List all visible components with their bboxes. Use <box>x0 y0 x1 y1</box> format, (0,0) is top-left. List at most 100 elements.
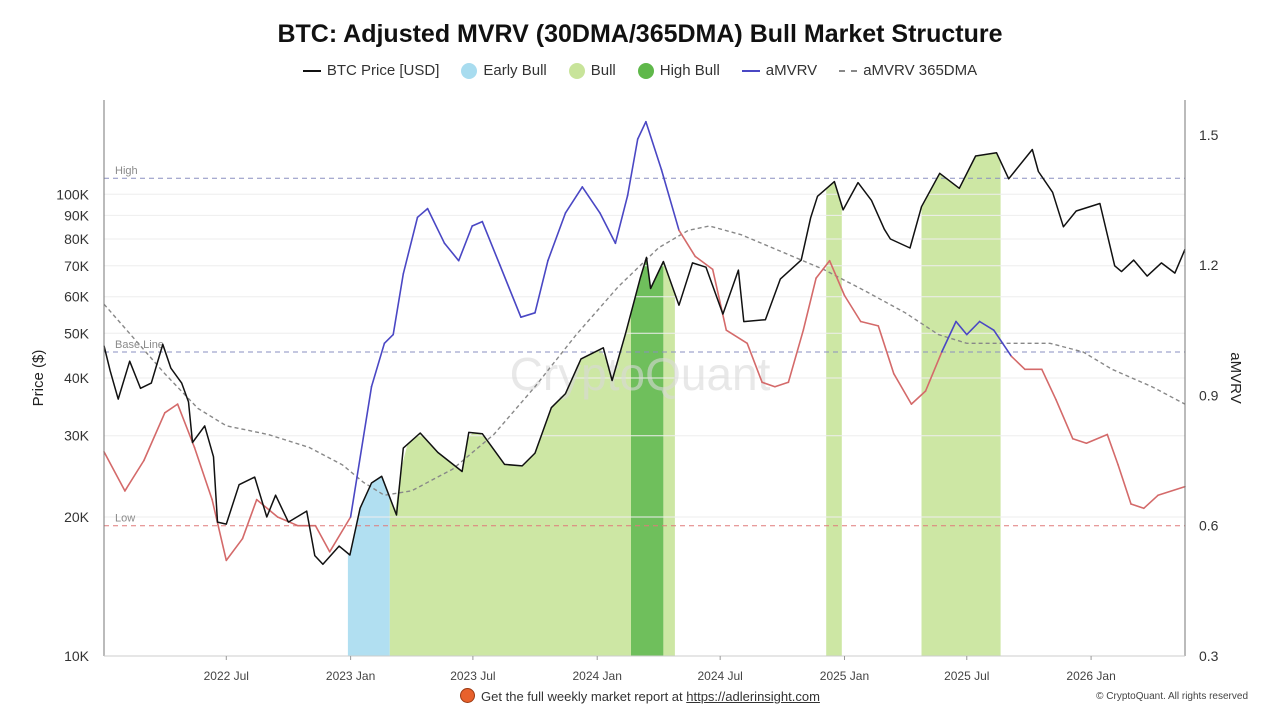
legend-swatch-amvrv-365dma <box>839 69 858 72</box>
series-segment-amvrv <box>678 229 697 258</box>
grid-lines <box>104 193 1185 657</box>
legend-item-early-bull[interactable]: Early Bull <box>461 62 547 79</box>
legend-label: Early Bull <box>483 62 547 79</box>
footer-note: Get the full weekly market report at htt… <box>0 688 1280 704</box>
legend-swatch-high-bull <box>637 62 654 79</box>
legend-label: aMVRV 365DMA <box>863 62 978 79</box>
legend-item-btc-price[interactable]: BTC Price [USD] <box>302 62 440 79</box>
footer-link[interactable]: https://adlerinsight.com <box>686 689 820 704</box>
x-tick-label: 2026 Jan <box>1066 669 1115 683</box>
series-segment-amvrv <box>636 120 647 140</box>
y-tick-label: 40K <box>64 370 90 386</box>
legend-item-amvrv-365dma[interactable]: aMVRV 365DMA <box>839 62 977 79</box>
regime-band-high-bull <box>631 259 664 656</box>
legend-label: BTC Price [USD] <box>326 62 440 79</box>
series-segment-amvrv <box>103 450 126 492</box>
y2-tick-label: 0.3 <box>1199 648 1219 664</box>
y-tick-label: 60K <box>64 289 90 305</box>
y-tick-label: 70K <box>64 258 90 274</box>
series-segment-amvrv <box>520 311 536 319</box>
series-segment-amvrv <box>859 320 880 327</box>
copyright: © CryptoQuant. All rights reserved <box>1096 691 1248 702</box>
series-segment-amvrv <box>1085 433 1109 445</box>
series-segment-amvrv <box>1055 398 1074 440</box>
series-segment-amvrv <box>392 272 405 336</box>
series-segment-amvrv <box>828 259 846 297</box>
y-tick-label: 100K <box>56 186 89 202</box>
series-segment-amvrv <box>416 207 429 219</box>
series-segment-amvrv <box>370 342 386 388</box>
series-segment-amvrv <box>711 268 728 332</box>
y-tick-labels: 10K 20K 30K 40K 50K 60K 70K 80K 90K 100K <box>56 186 89 664</box>
series-segment-amvrv <box>211 498 228 562</box>
x-tick-label: 2022 Jul <box>204 669 249 683</box>
series-segment-amvrv <box>815 259 831 279</box>
series-segment-amvrv <box>965 320 981 336</box>
y-tick-label: 10K <box>64 648 90 664</box>
series-segment-amvrv <box>314 524 331 553</box>
series-lines <box>103 120 1186 566</box>
series-segment-amvrv <box>1072 437 1088 445</box>
regime-band-bull <box>389 313 631 656</box>
series-line-btc-price <box>103 148 1186 566</box>
y2-tick-label: 1.5 <box>1199 127 1219 143</box>
legend-swatch-early-bull <box>461 62 478 79</box>
series-segment-amvrv <box>349 385 373 518</box>
series-segment-amvrv <box>241 498 258 540</box>
series-segment-amvrv <box>564 186 584 214</box>
y-tick-label: 80K <box>64 231 90 247</box>
series-segment-amvrv <box>910 390 927 405</box>
series-segment-amvrv <box>614 194 629 245</box>
series-segment-amvrv <box>499 264 522 319</box>
reference-label: Low <box>115 513 135 525</box>
series-segment-amvrv <box>164 403 179 414</box>
series-segment-amvrv <box>877 325 895 375</box>
series-segment-amvrv <box>660 168 680 232</box>
series-segment-amvrv <box>599 212 617 245</box>
series-segment-amvrv <box>328 516 352 553</box>
series-segment-amvrv <box>443 242 460 262</box>
series-segment-amvrv <box>955 320 968 336</box>
x-tick-label: 2024 Jul <box>697 669 742 683</box>
y-tick-label: 20K <box>64 509 90 525</box>
series-segment-amvrv <box>1143 494 1159 510</box>
footer-text: Get the full weekly market report at <box>481 689 687 704</box>
series-segment-amvrv <box>940 320 957 353</box>
x-tick-labels: 2022 Jul 2023 Jan 2023 Jul 2024 Jan 2024 Jul… <box>204 656 1116 683</box>
legend-item-amvrv[interactable]: aMVRV <box>741 62 817 79</box>
reference-lines: High Base Line Low <box>104 165 1185 527</box>
series-segment-amvrv <box>1106 433 1119 466</box>
series-segment-amvrv <box>992 329 1013 358</box>
series-segment-amvrv <box>626 138 639 197</box>
series-segment-amvrv <box>426 207 446 245</box>
regime-band-early-bull <box>347 476 390 656</box>
series-segment-amvrv <box>725 329 749 345</box>
regime-band-bull <box>921 152 1001 656</box>
x-tick-label: 2023 Jul <box>450 669 495 683</box>
regime-band-bull <box>663 261 675 656</box>
series-segment-amvrv <box>843 294 862 323</box>
legend-label: Bull <box>590 62 616 79</box>
y2-axis-label: aMVRV <box>1227 352 1244 403</box>
series-segment-amvrv <box>774 381 790 388</box>
legend-item-bull[interactable]: Bull <box>568 62 616 79</box>
series-segment-amvrv <box>547 212 567 262</box>
series-segment-amvrv <box>383 333 395 345</box>
series-segment-amvrv <box>761 381 776 388</box>
reference-label: High <box>115 165 138 177</box>
watermark: CryptoQuant <box>510 348 771 400</box>
y-tick-label: 50K <box>64 325 90 341</box>
y2-tick-label: 0.6 <box>1199 518 1219 534</box>
series-segment-amvrv <box>402 216 419 275</box>
series-segment-amvrv <box>645 120 663 171</box>
y2-tick-labels: 0.3 0.6 0.9 1.2 1.5 <box>1199 127 1219 664</box>
legend-item-high-bull[interactable]: High Bull <box>637 62 720 79</box>
series-segment-amvrv <box>787 329 805 384</box>
y-axis-label: Price ($) <box>30 350 47 407</box>
chart-title: BTC: Adjusted MVRV (30DMA/365DMA) Bull M… <box>277 20 1003 48</box>
axes <box>103 100 1186 657</box>
series-segment-amvrv <box>481 220 501 266</box>
regime-bands <box>347 152 1001 656</box>
